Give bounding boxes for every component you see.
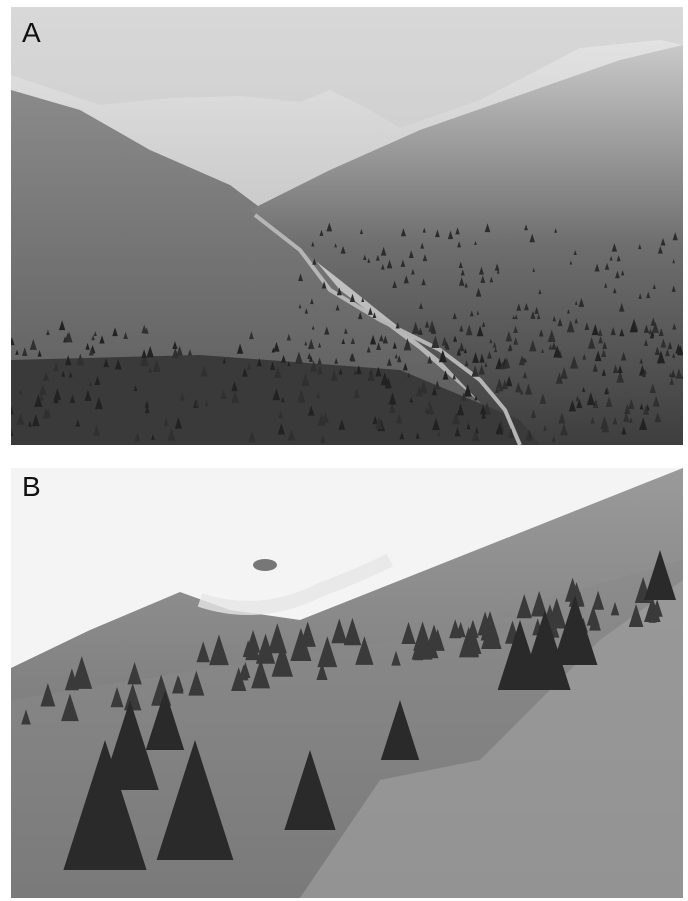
figure: A B <box>0 0 688 901</box>
cloud-shadow <box>253 559 277 571</box>
panel-label: B <box>22 471 41 502</box>
panel-label: A <box>22 17 41 48</box>
page: A B (() => { const data = JSON.parse(doc… <box>0 0 688 901</box>
photo-a: A <box>9 7 685 445</box>
photo-b: B <box>11 468 683 898</box>
